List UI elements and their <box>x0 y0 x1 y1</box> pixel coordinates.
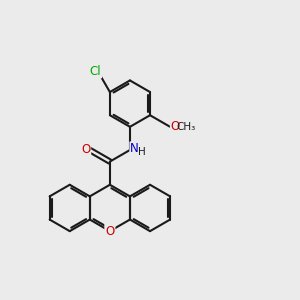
Text: O: O <box>81 142 90 156</box>
Text: N: N <box>130 142 139 155</box>
Text: Cl: Cl <box>89 64 101 78</box>
Text: O: O <box>171 120 180 133</box>
Text: H: H <box>138 147 146 157</box>
Text: O: O <box>105 225 115 238</box>
Text: CH₃: CH₃ <box>177 122 196 131</box>
